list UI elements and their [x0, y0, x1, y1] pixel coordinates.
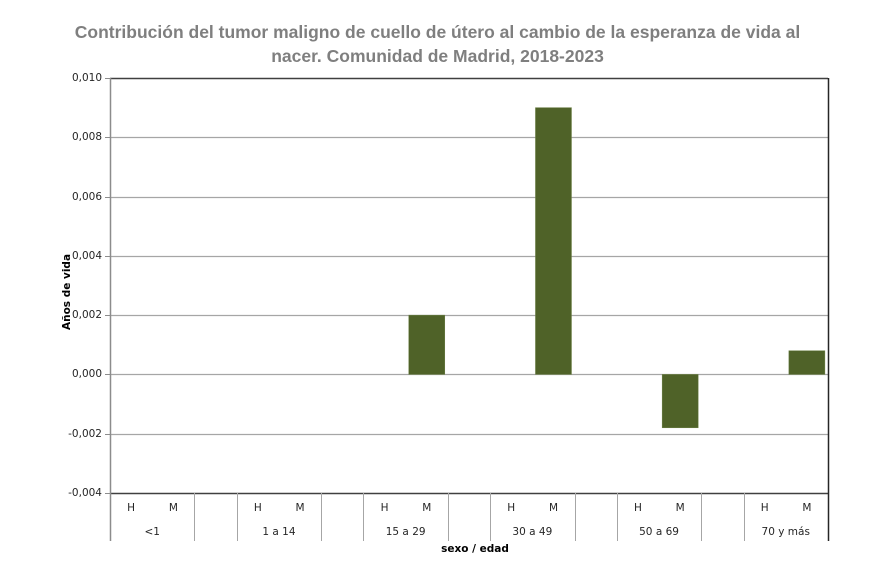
- bar-50-a-69-M: [661, 374, 699, 429]
- chart-title-line-1: Contribución del tumor maligno de cuello…: [74, 22, 801, 42]
- bar-30-a-49-M: [535, 107, 572, 375]
- x-subcategory-label: H: [380, 502, 389, 514]
- y-tick-label: 0,008: [71, 130, 102, 143]
- chart-title: Contribución del tumor maligno de cuello…: [0, 20, 875, 68]
- y-tick-label: 0,006: [71, 190, 102, 203]
- x-subcategory-label: M: [548, 502, 558, 514]
- x-subcategory-label: M: [168, 502, 178, 514]
- y-tick-label: -0,002: [68, 427, 102, 440]
- x-subcategory-label: M: [295, 502, 305, 514]
- bar-15-a-29-M: [408, 314, 446, 375]
- y-tick-label: 0,010: [71, 71, 102, 84]
- bar-70-y-más-M: [788, 350, 826, 375]
- x-group-label: <1: [144, 526, 160, 538]
- x-subcategory-label: H: [507, 502, 516, 514]
- x-group-label: 50 a 69: [639, 526, 679, 538]
- y-tick-label: -0,004: [68, 486, 102, 499]
- x-subcategory-label: M: [802, 502, 812, 514]
- y-tick-label: 0,002: [71, 308, 102, 321]
- chart-title-line-2: nacer. Comunidad de Madrid, 2018-2023: [271, 46, 604, 66]
- x-axis-label: sexo / edad: [441, 543, 509, 555]
- x-subcategory-label: H: [253, 502, 262, 514]
- x-subcategory-label: H: [633, 502, 642, 514]
- x-group-label: 15 a 29: [385, 526, 426, 538]
- x-subcategory-label: M: [422, 502, 432, 514]
- x-group-label: 30 a 49: [512, 526, 553, 538]
- x-group-label: 1 a 14: [262, 526, 296, 538]
- x-subcategory-label: M: [675, 502, 685, 514]
- x-subcategory-label: H: [760, 502, 769, 514]
- x-group-label: 70 y más: [761, 526, 810, 538]
- y-tick-label: 0,000: [71, 367, 102, 380]
- x-subcategory-label: H: [127, 502, 136, 514]
- y-tick-label: 0,004: [71, 249, 102, 262]
